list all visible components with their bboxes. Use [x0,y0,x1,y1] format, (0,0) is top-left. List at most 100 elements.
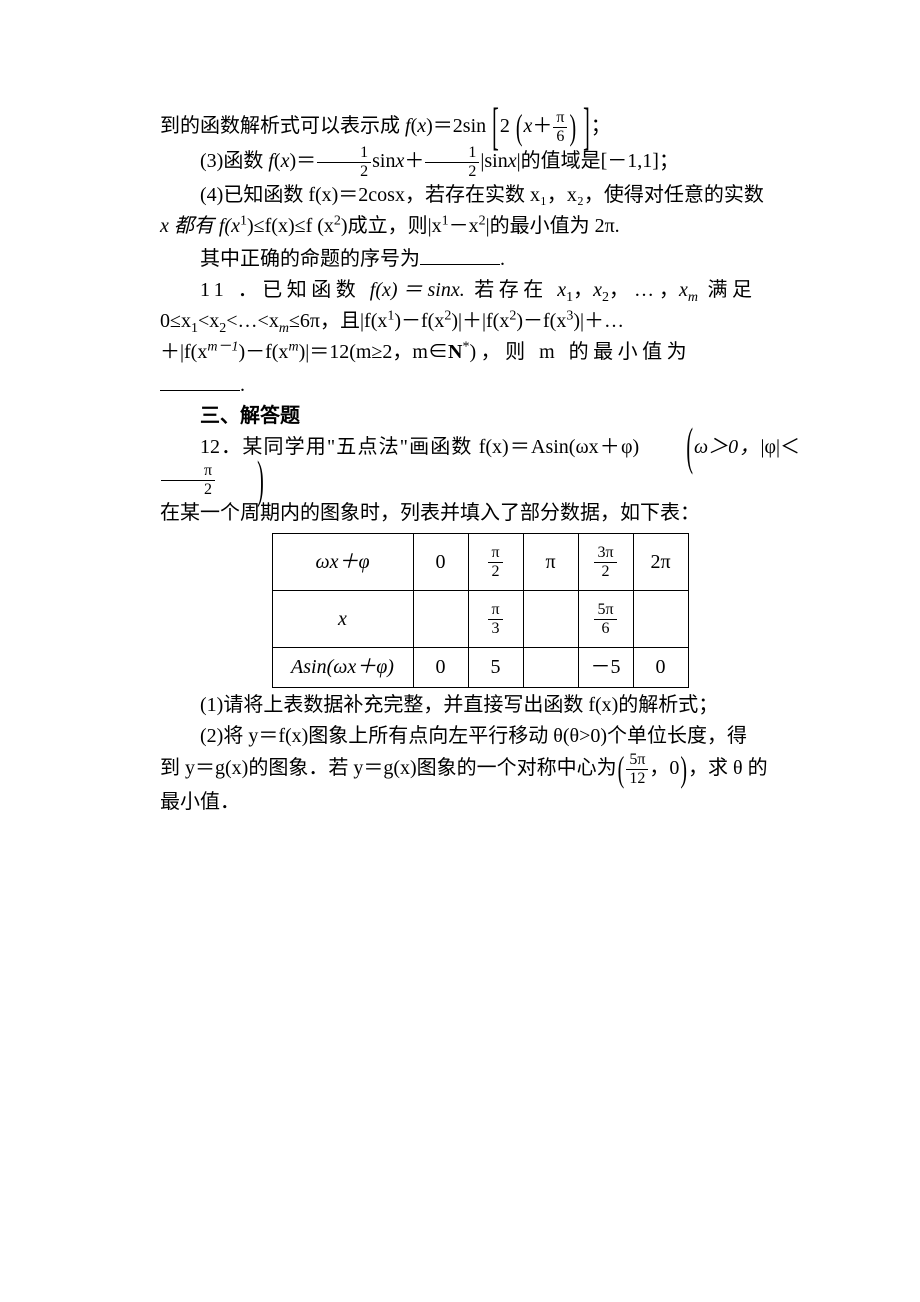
blank-1[interactable] [420,242,500,265]
q12-fn: π [161,463,215,481]
table-cell: 3π2 [578,534,633,591]
blank-2[interactable] [160,368,240,391]
table-cell: －5 [578,648,633,688]
q11-le: ≤6π，且|f(x [289,310,387,332]
p1: 到的函数解析式可以表示成 f(x)＝2sin [2 (x＋π6) ]； [160,110,800,145]
q12-cb: |φ|＜ [760,436,800,458]
p4-m1: )≤f(x)≤f (x [247,215,334,237]
p3-tail: 的值域是[－1,1]； [521,150,679,172]
q11-m7: )，则 m 的最小值为 [469,341,691,363]
q12s3-zero: 0 [669,757,679,779]
rparen-icon: ) [569,110,576,146]
p1-f: f [405,115,411,137]
p3-xv2: x [508,150,517,172]
q11-fx: f(x) ＝ sinx. [370,279,465,301]
table-cell: 5 [468,648,523,688]
q12s3-frac: 5π12 [626,752,648,787]
q11-xm: x [679,279,688,301]
p3-x: x [281,150,290,172]
q11-lt2: <…<x [226,310,279,332]
q11-m4: )|＋… [573,310,624,332]
p4-s1: 1 [240,213,247,228]
cell-frac: 5π6 [594,602,616,637]
q11-b: 若存在 [465,279,558,301]
q11-m6: )|＝12(m≥2，m∈ [299,341,448,363]
q11-x1: x [557,279,566,301]
table-row-head: Asin(ωx＋φ) [272,648,413,688]
p1-frac-num: π [553,110,567,128]
p3-f2d: 2 [425,163,479,180]
p4-s4: 2 [479,213,486,228]
table-cell [523,648,578,688]
q11-l4: . [160,368,800,401]
q12-fd: 2 [161,481,215,498]
rparen2-icon: ) [217,455,264,507]
q11-l2: 0≤x1<x2<…<xm≤6π，且|f(x1)－f(x2)|＋|f(x2)－f(… [160,306,800,337]
p4-l2a: x 都有 f(x [160,215,240,237]
table-cell: 0 [413,648,468,688]
q11-m2: )|＋|f(x [451,310,509,332]
p1-lead: 到的函数解析式可以表示成 [160,115,400,137]
q11-l3: ＋|f(xm－1)－f(xm)|＝12(m≥2，m∈N*)，则 m 的最小值为 [160,337,800,368]
table-row: xπ35π6 [272,591,688,648]
table-cell: π [523,534,578,591]
p4-line2: x 都有 f(x1)≤f(x)≤f (x2)成立，则|x1－x2|的最小值为 2… [160,211,800,242]
q11-mz: 满足 [698,279,757,301]
p4-m2: )成立，则|x [341,215,442,237]
table-cell: 2π [633,534,688,591]
p4-l1: (4)已知函数 f(x)＝2cosx，若存在实数 x₁，x₂，使得对任意的实数 [200,184,764,206]
table-cell: 0 [633,648,688,688]
table-cell [413,591,468,648]
q11-l2a: 0≤x [160,310,191,332]
q11-m1: )－f(x [394,310,444,332]
q12-lead: 12．某同学用"五点法"画函数 f(x)＝Asin(ωx＋φ) [200,436,639,458]
q12-ca: ω＞0， [694,436,760,458]
lparen3-icon: ( [618,752,625,788]
table-row: Asin(ωx＋φ)05－50 [272,648,688,688]
q12-l1: 12．某同学用"五点法"画函数 f(x)＝Asin(ωx＋φ) (ω＞0，|φ|… [160,432,800,498]
p1-tail: ； [591,115,611,137]
table-cell [523,591,578,648]
q11-sm: m [688,290,698,305]
q12s3-b: ，求 θ 的 [688,757,768,779]
p4-t: |的最小值为 2π. [486,215,620,237]
q11-s2: 2 [602,290,609,305]
q11-N: N [448,341,462,363]
p3-f2n: 1 [425,145,479,163]
q11-um1: m－1 [207,339,238,354]
q11-m5: )－f(x [238,341,288,363]
table-cell: 5π6 [578,591,633,648]
q11-c1: ， [573,279,593,301]
p3-frac1: 12 [317,145,371,180]
p-seq-pre: 其中正确的命题的序号为 [200,248,420,270]
q11-lt1: <x [198,310,219,332]
q11-m3: )－f(x [516,310,566,332]
section-heading: 三、解答题 [160,401,800,432]
q12-frac: π2 [161,463,215,498]
p3-sin1: sin [372,150,395,172]
p1-inner-pre: 2 [500,115,510,137]
page-body: 到的函数解析式可以表示成 f(x)＝2sin [2 (x＋π6) ]； (3)函… [0,0,920,818]
q12s2: (2)将 y＝f(x)图象上所有点向左平行移动 θ(θ>0)个单位长度，得 [160,721,800,752]
q12s4: 最小值． [160,787,800,818]
q12s1: (1)请将上表数据补充完整，并直接写出函数 f(x)的解析式； [160,690,800,721]
lbracket-icon: [ [492,102,499,154]
lparen-icon: ( [516,110,523,146]
rbracket-icon: ] [583,102,590,154]
q11-l1: 11 ．已知函数 f(x) ＝ sinx. 若存在 x1，x2， … ，xm 满… [160,275,800,306]
p3-eq: ＝ [296,150,316,172]
table-cell: 0 [413,534,468,591]
five-point-table: ωx＋φ0π2π3π22πxπ35π6Asin(ωx＋φ)05－50 [272,533,689,688]
p3-f1n: 1 [317,145,371,163]
q11-d: ， … ， [609,279,679,301]
p4-s2: 2 [334,213,341,228]
table-cell [633,591,688,648]
p4-m3: －x [449,215,479,237]
p1-eq: ＝2sin [433,115,486,137]
p3-f1d: 2 [317,163,371,180]
q12s3-fn: 5π [626,752,648,770]
table-cell: π3 [468,591,523,648]
p4-s3: 1 [442,213,449,228]
q11-l3a: ＋|f(x [160,341,207,363]
p3-plus: ＋ [404,150,424,172]
